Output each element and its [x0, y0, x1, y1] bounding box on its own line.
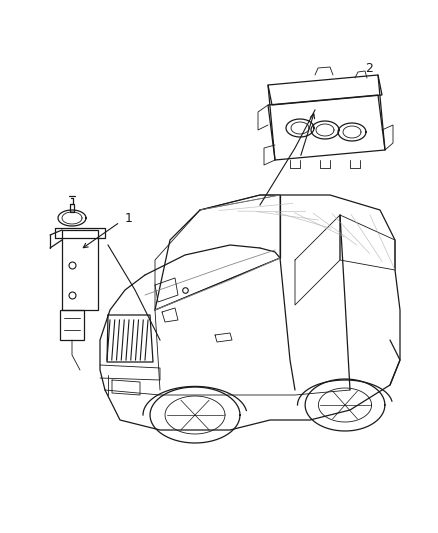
- Text: 2: 2: [365, 61, 373, 75]
- Text: 1: 1: [125, 212, 133, 224]
